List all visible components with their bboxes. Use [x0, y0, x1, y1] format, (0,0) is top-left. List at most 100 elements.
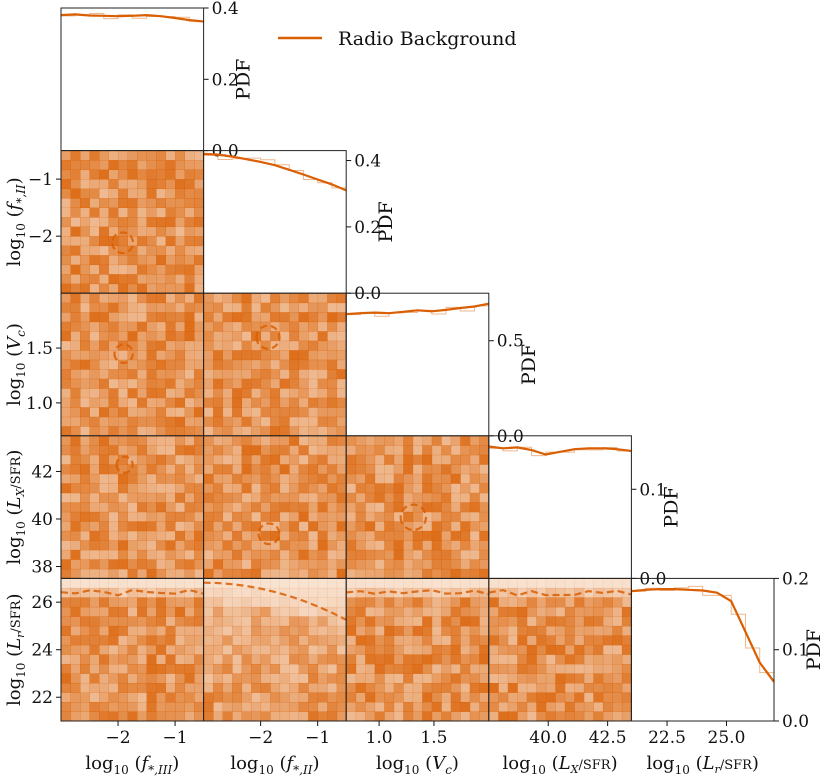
hist-cell [412, 483, 423, 494]
hist-cell [99, 226, 109, 237]
hist-cell [137, 606, 147, 617]
hist-cell [194, 492, 204, 503]
hist-cell [213, 606, 224, 617]
hist-cell [317, 559, 328, 570]
hist-cell [469, 606, 480, 617]
hist-cell [241, 454, 252, 465]
hist-cell [431, 692, 442, 703]
hist-cell [450, 606, 461, 617]
hist-cell [99, 701, 109, 712]
x-axis-label: log10 (f*,II) [230, 753, 319, 776]
hist-cell [80, 578, 90, 589]
hist-cell [317, 312, 328, 323]
hist-cell [403, 606, 414, 617]
hist-cell [137, 350, 147, 361]
hist-cell [479, 454, 490, 465]
hist-cell [279, 302, 290, 313]
hist-cell [156, 245, 166, 256]
hist-cell [165, 226, 176, 237]
hist-cell [336, 340, 347, 351]
hist-cell [175, 245, 185, 256]
hist-cell [127, 359, 138, 370]
hist-cell [479, 635, 490, 646]
hist-cell [61, 521, 71, 532]
hist-cell [127, 312, 138, 323]
hist-cell [108, 521, 119, 532]
hist-cell [289, 302, 300, 313]
hist-cell [422, 483, 433, 494]
hist-cell [612, 673, 623, 684]
hist-cell [146, 663, 157, 674]
hist-cell [602, 616, 613, 627]
hist-cell [175, 169, 185, 180]
hist-cell [137, 416, 147, 427]
hist-cell [346, 502, 357, 513]
hist-cell [507, 682, 518, 693]
hist-cell [621, 692, 632, 703]
hist-cell [327, 397, 338, 408]
hist-cell [279, 350, 290, 361]
hist-cell [536, 692, 547, 703]
hist-cell [469, 483, 480, 494]
hist-cell [327, 625, 338, 636]
hist-cell [184, 331, 195, 342]
hist-cell [469, 644, 480, 655]
hist-cell [270, 312, 281, 323]
hist-cell [165, 198, 176, 209]
hist-cell [156, 388, 166, 399]
hist-cell [213, 302, 224, 313]
hist-cell [346, 616, 357, 627]
hist-cell [194, 673, 204, 684]
hist-cell [412, 549, 423, 560]
hist-cell [526, 625, 537, 636]
hist-cell [260, 559, 271, 570]
hist-cell [279, 388, 290, 399]
hist-cell [89, 264, 100, 275]
hist-cell [184, 511, 195, 522]
hist-cell [89, 511, 100, 522]
hist-cell [99, 692, 109, 703]
hist-cell [232, 464, 243, 475]
hist-cell [108, 217, 119, 228]
hist-cell [61, 198, 71, 209]
hist-cell [393, 606, 404, 617]
hist-cell [317, 473, 328, 484]
hist-cell [593, 616, 604, 627]
hist-cell [194, 711, 204, 722]
hist-cell [298, 530, 309, 541]
hist-cell [564, 644, 575, 655]
hist-cell [422, 654, 433, 665]
hist-cell [108, 255, 119, 266]
pdf-tick-label: 0.4 [354, 152, 381, 172]
hist-cell [70, 378, 81, 389]
hist-cell [203, 511, 214, 522]
hist-cell [422, 616, 433, 627]
hist-cell [213, 616, 224, 627]
hist-cell [137, 454, 147, 465]
hist-cell [260, 635, 271, 646]
hist-cell [583, 616, 594, 627]
hist-cell [194, 692, 204, 703]
hist-cell [251, 549, 262, 560]
hist-cell [127, 274, 138, 285]
hist-cell [156, 198, 166, 209]
hist-cell [270, 559, 281, 570]
hist-cell [127, 416, 138, 427]
hist-cell [498, 711, 509, 722]
hist-cell [488, 644, 499, 655]
hist-cell [441, 568, 452, 579]
hist-cell [89, 369, 100, 380]
hist-cell [469, 701, 480, 712]
hist-cell [327, 692, 338, 703]
hist-cell [127, 521, 138, 532]
hist-cell [108, 283, 119, 294]
hist-cell [89, 445, 100, 456]
hist-cell [574, 578, 585, 589]
hist-cell [270, 540, 281, 551]
hist-cell [507, 701, 518, 712]
hist-cell [137, 673, 147, 684]
hist-cell [251, 663, 262, 674]
